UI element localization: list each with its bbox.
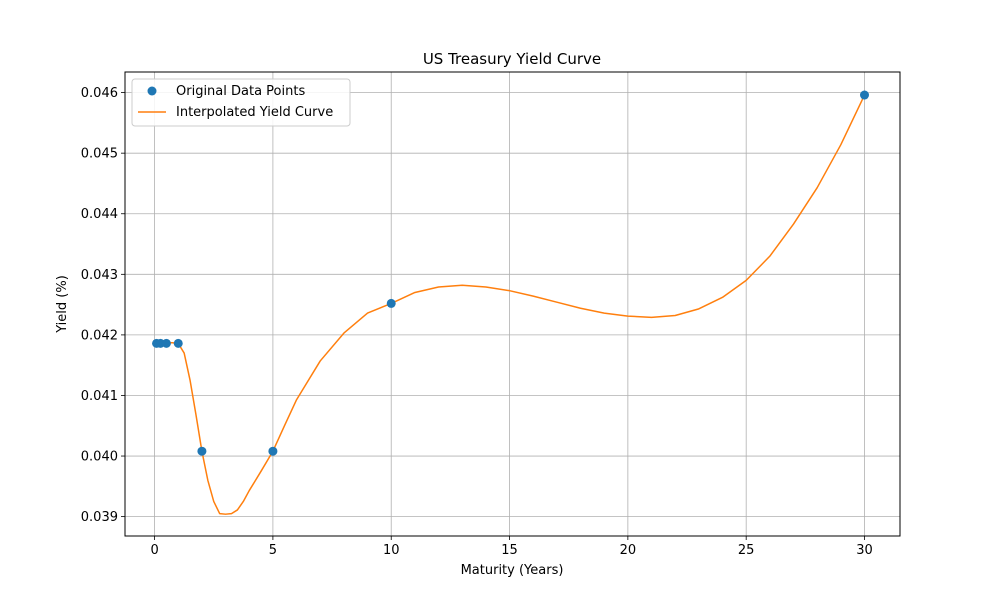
data-point [268,446,278,456]
y-tick-label: 0.040 [81,450,118,465]
legend-marker-points [147,86,157,96]
data-point [197,446,207,456]
legend-label-curve: Interpolated Yield Curve [176,105,333,120]
data-point [386,298,396,308]
x-tick-label: 20 [620,543,637,558]
y-axis-title: Yield (%) [55,275,70,334]
x-tick-label: 15 [501,543,518,558]
y-tick-label: 0.045 [81,147,118,162]
legend: Original Data Points Interpolated Yield … [131,78,351,127]
legend-frame [131,78,351,127]
x-axis-title: Maturity (Years) [461,563,564,578]
y-tick-label: 0.043 [81,268,118,283]
x-tick-label: 5 [269,543,277,558]
grid-lines [125,72,900,536]
interpolated-curve-line [156,94,866,515]
data-point [860,90,869,100]
data-point [161,338,171,348]
axis-ticks: 0 5 10 15 20 25 30 0.039 0.040 0.041 0.042 0.043 0.0… [81,86,873,558]
x-tick-label: 30 [856,543,873,558]
plot-area [152,90,869,515]
y-tick-label: 0.044 [81,207,118,222]
x-tick-label: 0 [150,543,158,558]
chart-title: US Treasury Yield Curve [423,50,601,68]
y-tick-label: 0.042 [81,328,118,343]
y-tick-label: 0.039 [81,510,118,525]
x-tick-label: 10 [383,543,400,558]
y-tick-label: 0.041 [81,389,118,404]
plot-frame [124,71,901,537]
data-point [173,338,183,348]
legend-label-points: Original Data Points [176,84,305,99]
x-tick-label: 25 [738,543,755,558]
y-tick-label: 0.046 [81,86,118,101]
